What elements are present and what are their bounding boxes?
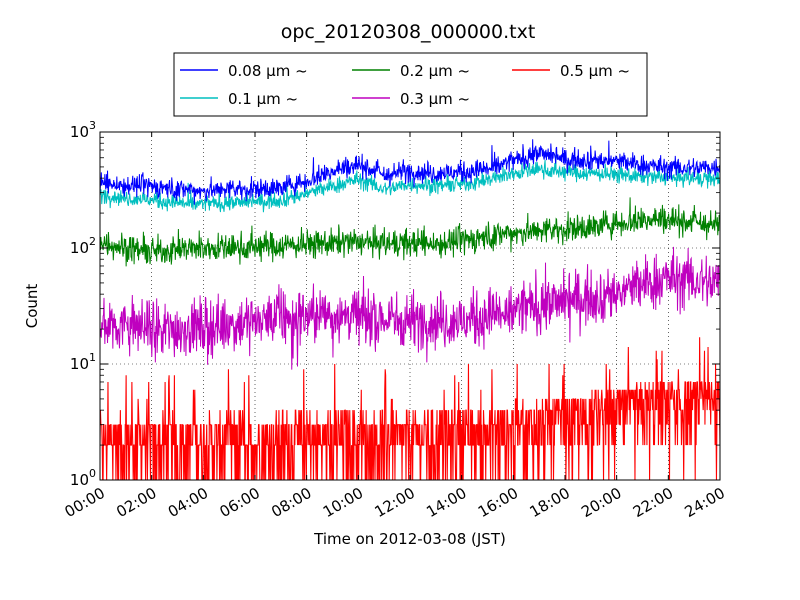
series-line (100, 154, 720, 213)
grid (100, 132, 720, 480)
legend-entry: 0.2 μm ~ (400, 62, 470, 80)
legend-entry: 0.1 μm ~ (228, 90, 298, 108)
series-line (100, 197, 720, 267)
legend: 0.08 μm ~ 0.1 μm ~ 0.2 μm ~ 0.3 μm ~ 0.5 μm … (173, 52, 648, 117)
series-line (100, 139, 720, 205)
legend-entry: 0.3 μm ~ (400, 90, 470, 108)
series-line (100, 246, 720, 370)
legend-frame (173, 52, 648, 117)
legend-entry: 0.08 μm ~ (228, 62, 308, 80)
legend-entry: 0.5 μm ~ (560, 62, 630, 80)
ticks (99, 131, 721, 481)
x-axis-label: Time on 2012-03-08 (JST) (313, 530, 506, 548)
chart-title: opc_20120308_000000.txt (281, 21, 536, 43)
y-axis-label: Count (23, 284, 41, 329)
series-line (100, 337, 720, 480)
series-layer (100, 139, 720, 480)
